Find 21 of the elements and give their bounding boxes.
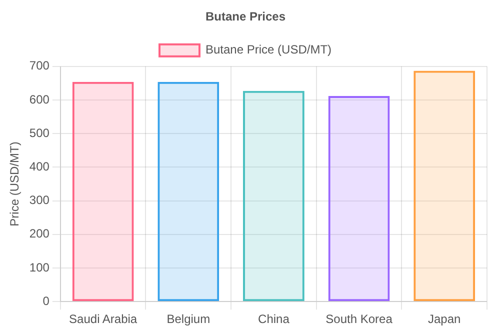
x-tick-label: Japan [428,312,461,326]
y-tick-label: 0 [42,294,50,308]
bar [414,70,476,302]
y-tick-label: 500 [29,126,50,140]
bar [158,82,220,302]
x-tick-label: Belgium [166,312,210,326]
bar [328,96,390,302]
x-tick-label: Saudi Arabia [69,312,138,326]
y-tick-label: 700 [29,58,50,73]
chart-title: Butane Prices [205,10,286,24]
y-tick-label: 400 [29,160,50,174]
y-tick-label: 300 [29,193,50,208]
y-axis-title: Price (USD/MT) [8,142,22,226]
legend-label: Butane Price (USD/MT) [205,42,332,57]
bar [242,90,304,302]
bar [72,82,134,302]
x-tick-label: South Korea [326,312,393,326]
y-tick-label: 600 [29,92,50,106]
x-tick-label: China [258,312,290,326]
y-tick-label: 100 [29,260,50,274]
y-tick-label: 200 [29,226,50,241]
